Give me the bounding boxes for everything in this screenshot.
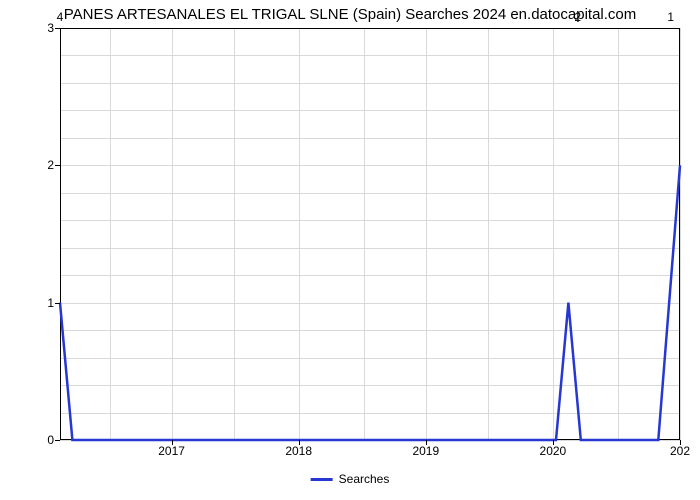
- legend-swatch: [311, 478, 333, 481]
- series-line: [60, 28, 680, 440]
- legend: Searches: [311, 472, 390, 486]
- x-top-tick-label: 4: [57, 10, 64, 28]
- search-chart: PANES ARTESANALES EL TRIGAL SLNE (Spain)…: [0, 0, 700, 500]
- x-top-tick-label: 2: [574, 10, 581, 28]
- legend-label: Searches: [339, 472, 390, 486]
- chart-title: PANES ARTESANALES EL TRIGAL SLNE (Spain)…: [0, 6, 700, 23]
- x-top-tick-label: 1: [667, 10, 674, 28]
- plot-area: 0123 421 2017201820192020202: [60, 28, 680, 440]
